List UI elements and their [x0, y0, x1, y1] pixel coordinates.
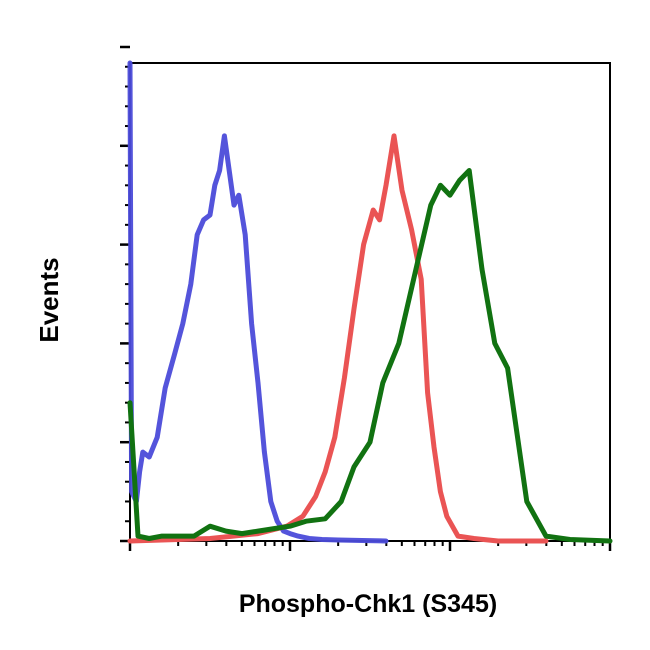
series-layer: [127, 60, 613, 544]
histogram-series-line-3: [127, 168, 613, 544]
histogram-series-line-1: [127, 60, 389, 544]
histogram-series-line-2: [127, 133, 549, 544]
y-axis-title: Events: [34, 257, 64, 342]
x-axis-title: Phospho-Chk1 (S345): [239, 590, 497, 618]
plot-frame: [129, 62, 611, 542]
